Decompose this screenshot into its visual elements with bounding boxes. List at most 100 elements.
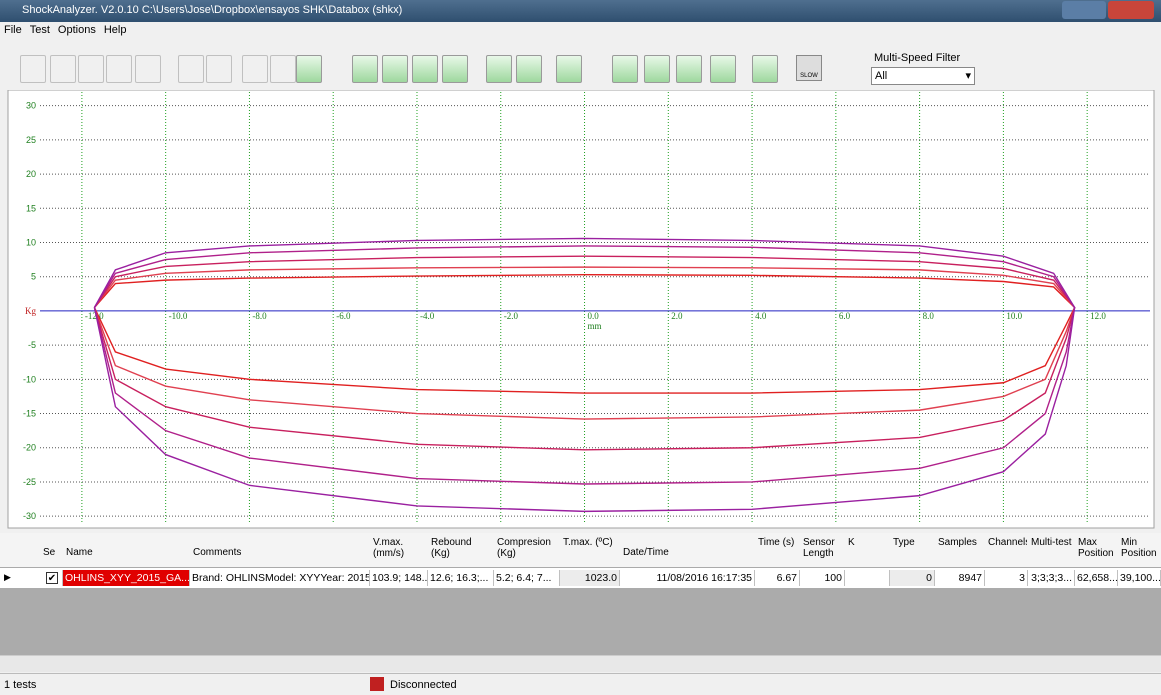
toolbar-button[interactable] <box>676 55 702 83</box>
status-icon <box>370 677 384 691</box>
x-tick-label: -12.0 <box>85 311 104 321</box>
table-cell: 39,100... <box>1120 570 1161 586</box>
column-header[interactable]: Comments <box>193 547 242 558</box>
x-tick-label: 10.0 <box>1006 311 1022 321</box>
table-cell: 62,658... <box>1077 570 1118 586</box>
toolbar-button[interactable] <box>50 55 76 83</box>
status-bar: 1 tests Disconnected <box>0 673 1161 695</box>
toolbar-button[interactable] <box>382 55 408 83</box>
series-line <box>93 273 1076 394</box>
menu-item[interactable]: Options <box>57 24 96 36</box>
toolbar: Multi-Speed Filter All ▾ SLOW <box>0 40 1161 90</box>
y-tick-label: 25 <box>26 135 36 145</box>
menu-item[interactable]: Test <box>29 24 50 36</box>
column-header[interactable]: Date/Time <box>623 547 669 558</box>
toolbar-button[interactable] <box>412 55 438 83</box>
y-tick-label: 15 <box>26 203 36 213</box>
column-header[interactable]: Compresion (Kg) <box>497 537 551 559</box>
table-cell <box>845 570 890 586</box>
x-tick-label: -10.0 <box>169 311 188 321</box>
chart: 30 25 20 15 10 5 Kg -5 -10 -15 -20 -25 -30 -12.0 -10.0… <box>7 90 1155 529</box>
column-header[interactable]: Rebound (Kg) <box>431 537 472 559</box>
column-header[interactable]: Min Position <box>1121 537 1157 559</box>
slow-text: SLOW <box>800 73 818 79</box>
table-cell <box>40 570 63 586</box>
menu-bar: File Test Options Help <box>0 22 1161 40</box>
x-tick-label: 2.0 <box>671 311 683 321</box>
column-header[interactable]: V.max. (mm/s) <box>373 537 405 559</box>
toolbar-button[interactable] <box>352 55 378 83</box>
x-tick-label: -8.0 <box>252 311 267 321</box>
y-tick-label: -20 <box>23 443 36 453</box>
toolbar-button[interactable] <box>644 55 670 83</box>
series-line <box>93 266 1076 420</box>
table-cell: OHLINS_XYY_2015_GA... <box>63 570 190 586</box>
table-header <box>0 533 1161 568</box>
toolbar-button[interactable] <box>242 55 268 83</box>
x-tick-label: -4.0 <box>420 311 435 321</box>
toolbar-button[interactable] <box>486 55 512 83</box>
toolbar-button[interactable] <box>78 55 104 83</box>
y-tick-label: -10 <box>23 374 36 384</box>
table-cell: 3 <box>985 570 1028 586</box>
x-axis-label: mm <box>588 321 602 331</box>
column-header[interactable]: Name <box>66 547 93 558</box>
toolbar-button[interactable] <box>178 55 204 83</box>
y-tick-label: -15 <box>23 409 36 419</box>
toolbar-button[interactable] <box>296 55 322 83</box>
column-header[interactable]: Channels <box>988 537 1027 548</box>
status-count: 1 tests <box>4 679 37 691</box>
toolbar-button[interactable] <box>516 55 542 83</box>
y-tick-label: 30 <box>26 101 36 111</box>
x-tick-label: 0.0 <box>588 311 600 321</box>
close-button[interactable] <box>1108 1 1154 19</box>
slow-icon[interactable]: SLOW <box>796 55 822 81</box>
y-tick-label: 5 <box>31 272 36 282</box>
x-tick-label: 12.0 <box>1090 311 1106 321</box>
toolbar-button[interactable] <box>556 55 582 83</box>
table-cell: 0 <box>890 570 935 586</box>
table-cell: 8947 <box>935 570 985 586</box>
table-cell: Brand: OHLINSModel: XYYYear: 2015... <box>192 570 370 586</box>
toolbar-button[interactable] <box>710 55 736 83</box>
table-cell: 11/08/2016 16:17:35 <box>620 570 755 586</box>
table-cell: 3;3;3;3... <box>1028 570 1075 586</box>
column-header[interactable]: T.max. (ºC) <box>563 537 613 548</box>
toolbar-button[interactable] <box>442 55 468 83</box>
column-header[interactable]: Se <box>43 547 56 558</box>
window-title: ShockAnalyzer. V2.0.10 C:\Users\Jose\Dro… <box>22 4 403 16</box>
toolbar-button[interactable] <box>206 55 232 83</box>
column-header[interactable]: Samples <box>938 537 977 548</box>
y-tick-label: -25 <box>23 477 36 487</box>
table-cell: 1023.0 <box>560 570 620 586</box>
toolbar-button[interactable] <box>20 55 46 83</box>
window-buttons[interactable] <box>1062 1 1106 19</box>
column-header[interactable]: K <box>848 537 855 548</box>
y-tick-label: 20 <box>26 169 36 179</box>
y-tick-label: -5 <box>28 340 36 350</box>
toolbar-button[interactable] <box>612 55 638 83</box>
y-tick-label: Kg <box>25 306 36 316</box>
x-tick-label: -2.0 <box>504 311 519 321</box>
toolbar-button[interactable] <box>752 55 778 83</box>
scrollbar[interactable] <box>0 655 1161 672</box>
toolbar-button[interactable] <box>106 55 132 83</box>
toolbar-button[interactable] <box>270 55 296 83</box>
y-tick-label: 10 <box>26 238 36 248</box>
column-header[interactable]: Multi-test <box>1031 537 1072 548</box>
column-header[interactable]: Max Position <box>1078 537 1114 559</box>
filter-label: Multi-Speed Filter <box>874 52 961 64</box>
filter-select[interactable]: All ▾ <box>871 67 975 85</box>
menu-item[interactable]: Help <box>103 24 127 36</box>
column-header[interactable]: Type <box>893 537 915 548</box>
row-indicator: ▶ <box>4 572 11 582</box>
table-cell: 5.2; 6.4; 7... <box>494 570 560 586</box>
column-header[interactable]: Time (s) <box>758 537 795 548</box>
table-cell: 100 <box>800 570 845 586</box>
column-header[interactable]: Sensor Length <box>803 537 835 559</box>
checkbox[interactable]: ✔ <box>46 572 58 584</box>
toolbar-button[interactable] <box>135 55 161 83</box>
table-cell: 103.9; 148... <box>372 570 428 586</box>
menu-item[interactable]: File <box>4 24 22 36</box>
